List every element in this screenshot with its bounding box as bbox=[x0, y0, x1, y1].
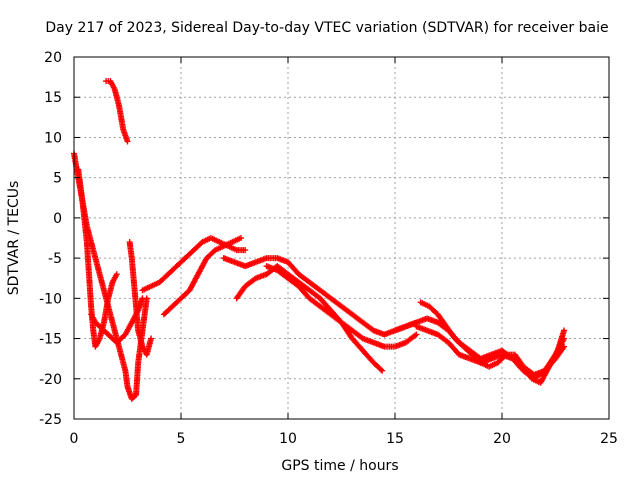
plot-series bbox=[71, 78, 568, 402]
y-tick-label: -20 bbox=[39, 372, 62, 388]
y-tick-label: 0 bbox=[53, 211, 62, 227]
y-tick-label: -10 bbox=[39, 291, 62, 307]
y-tick-label: 15 bbox=[44, 90, 62, 106]
y-tick-label: -25 bbox=[39, 412, 62, 428]
series-low-arc bbox=[160, 235, 244, 318]
x-tick-label: 25 bbox=[600, 431, 618, 447]
data-point bbox=[377, 366, 384, 373]
grid bbox=[74, 57, 609, 419]
data-point bbox=[242, 247, 249, 254]
y-tick-label: 20 bbox=[44, 50, 62, 66]
x-tick-label: 10 bbox=[279, 431, 297, 447]
chart-title: Day 217 of 2023, Sidereal Day-to-day VTE… bbox=[45, 20, 608, 36]
series-rise-arc bbox=[139, 235, 249, 294]
series-dip-arc bbox=[88, 295, 146, 346]
plot-frame bbox=[73, 56, 610, 420]
series-early-arc-up bbox=[103, 78, 131, 145]
x-axis-label: GPS time / hours bbox=[281, 458, 398, 474]
y-tick-label: 5 bbox=[53, 171, 62, 187]
data-point bbox=[561, 343, 568, 350]
y-tick-label: -15 bbox=[39, 332, 62, 348]
x-tick-label: 5 bbox=[177, 431, 186, 447]
data-point bbox=[124, 138, 131, 145]
y-tick-label: 10 bbox=[44, 130, 62, 146]
series-spike-arc bbox=[126, 239, 155, 358]
series-lower-band bbox=[263, 263, 420, 350]
data-point bbox=[237, 235, 244, 241]
x-tick-label: 15 bbox=[386, 431, 404, 447]
y-tick-label: -5 bbox=[48, 251, 62, 267]
series-upper-band bbox=[220, 255, 420, 338]
series-main-arc-2 bbox=[75, 166, 120, 350]
data-point bbox=[379, 367, 386, 374]
series-late-band-3 bbox=[413, 323, 568, 378]
data-point bbox=[139, 295, 146, 302]
x-tick-label: 0 bbox=[70, 431, 79, 447]
axis-ticks: 0 5 10 15 20 25 -25 -20 -15 -10 -5 0 5 10 15 20 bbox=[39, 50, 618, 447]
data-point bbox=[413, 331, 420, 338]
y-axis-label: SDTVAR / TECUs bbox=[6, 181, 22, 296]
x-tick-label: 20 bbox=[493, 431, 511, 447]
data-point bbox=[148, 335, 155, 342]
data-point bbox=[561, 327, 568, 334]
data-point bbox=[113, 271, 120, 278]
